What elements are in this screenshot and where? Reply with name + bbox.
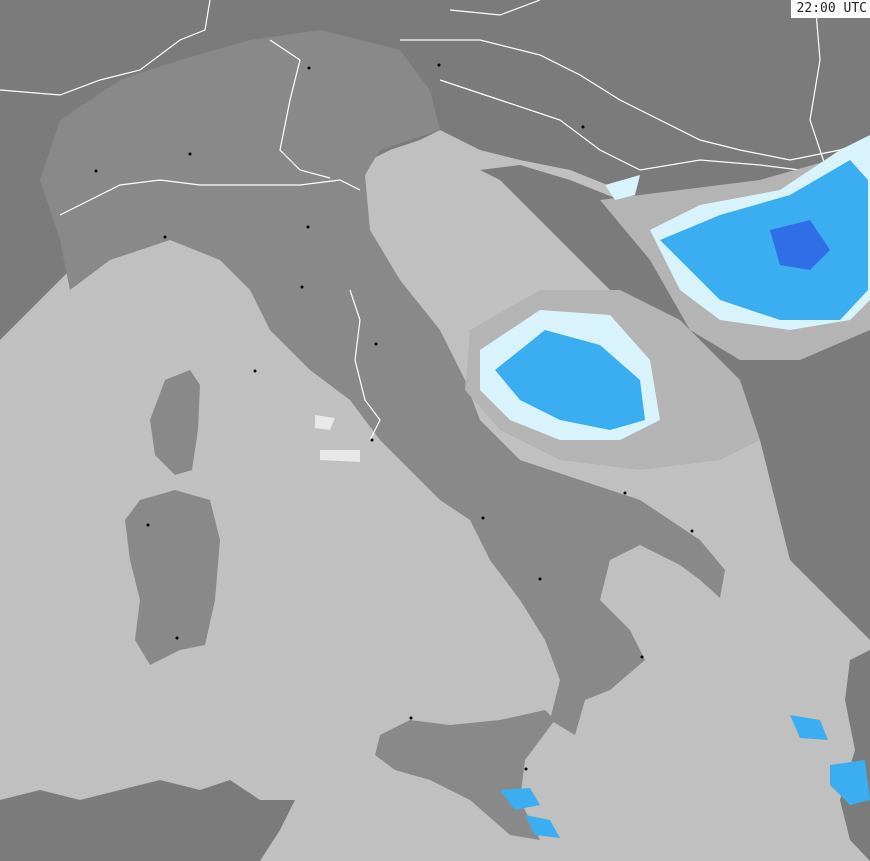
land-tunisia — [0, 780, 295, 861]
country-borders — [0, 0, 870, 441]
land-corsica — [150, 370, 200, 475]
timestamp-label: 22:00 UTC — [790, 0, 870, 18]
land-sardinia — [125, 490, 220, 665]
city-markers — [94, 63, 723, 771]
precipitation-areas — [315, 135, 870, 838]
land-sicily — [375, 710, 555, 840]
land-greece — [840, 650, 870, 861]
land-italy — [40, 30, 725, 735]
